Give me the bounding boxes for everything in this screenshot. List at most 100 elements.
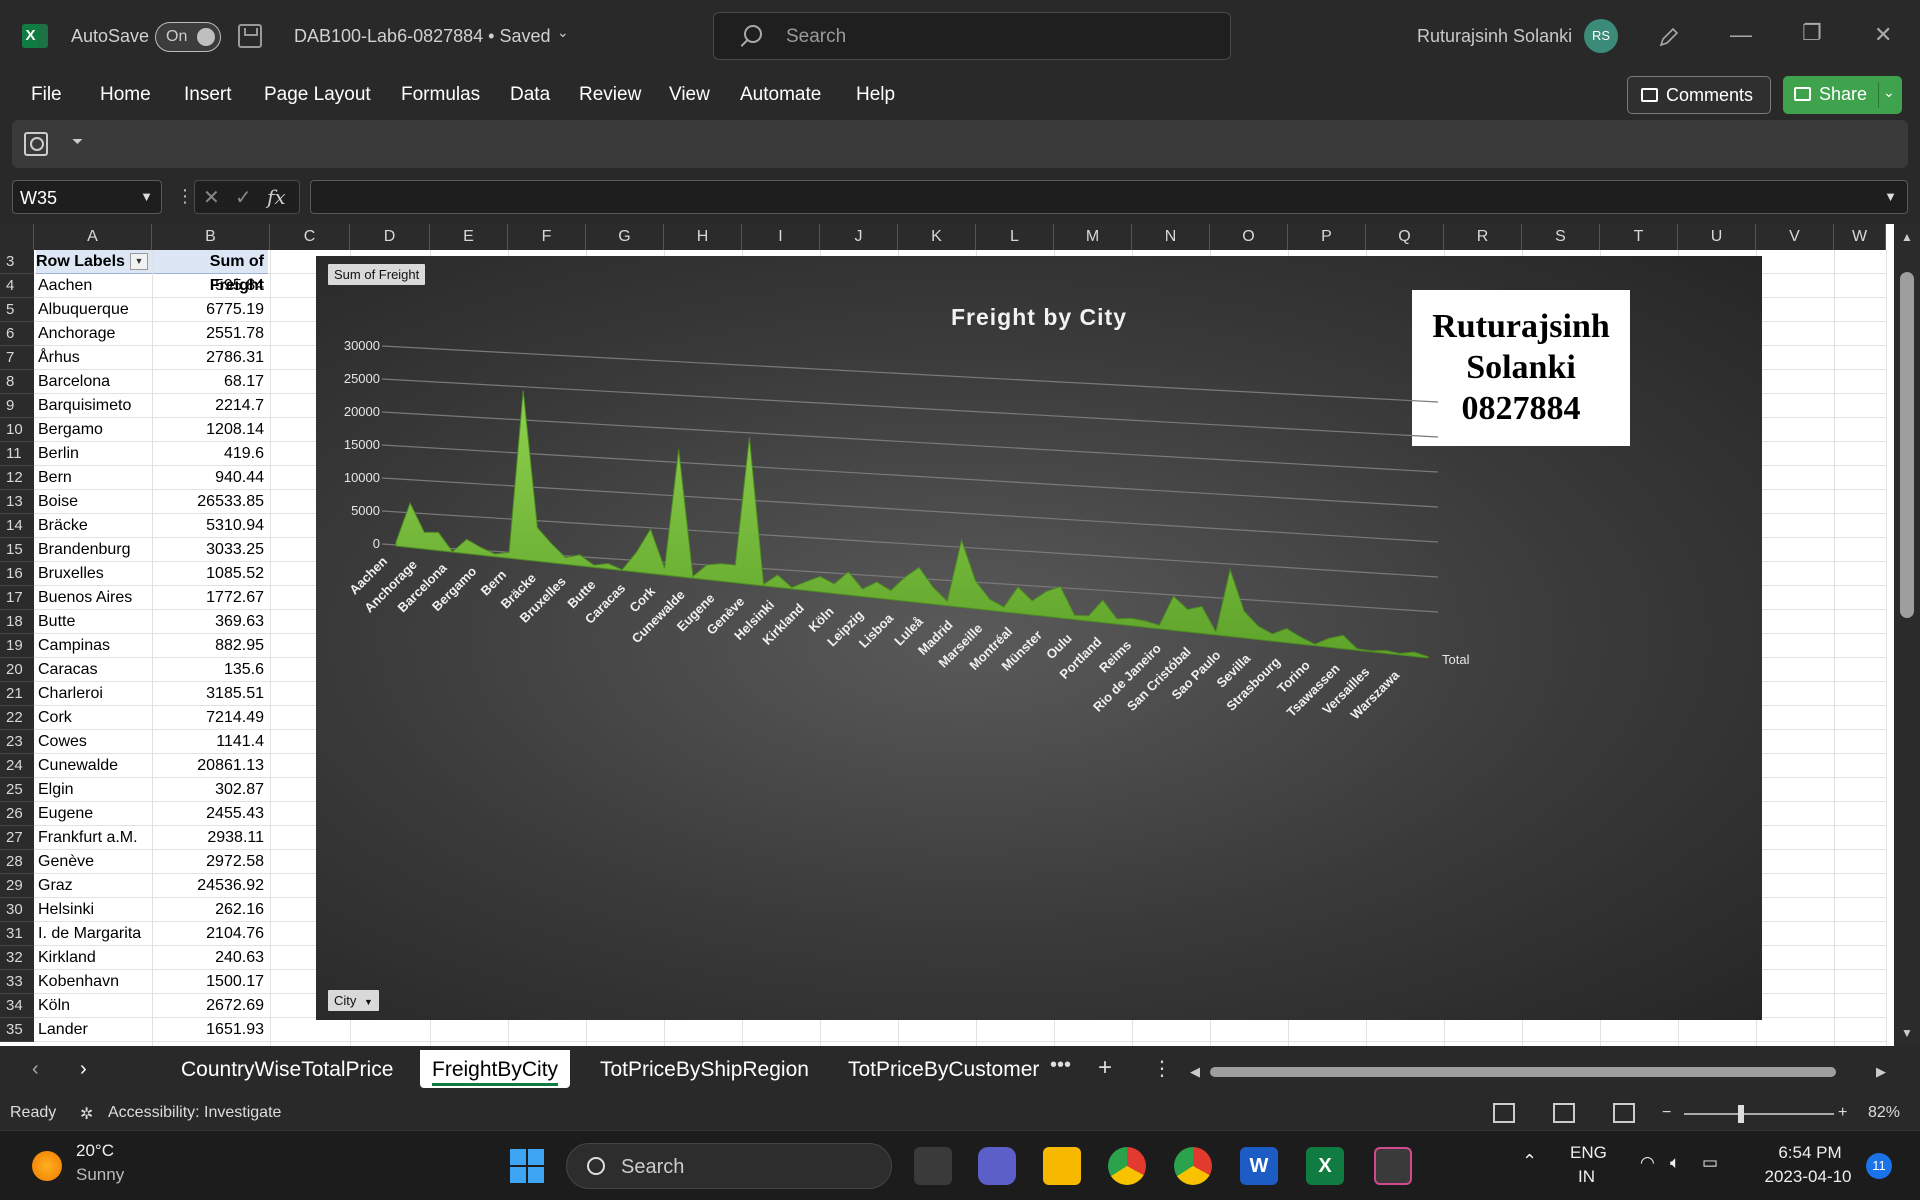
pivot-row-value[interactable]: 20861.13 (197, 757, 264, 774)
language-label[interactable]: ENG (1570, 1143, 1607, 1162)
column-header[interactable]: R (1444, 224, 1522, 250)
pivot-row-value[interactable]: 302.87 (215, 781, 264, 798)
region-label[interactable]: IN (1578, 1167, 1595, 1186)
pivot-row-label[interactable]: Kirkland (38, 949, 96, 966)
pivot-row-value[interactable]: 24536.92 (197, 877, 264, 894)
row-header[interactable]: 10 (0, 418, 34, 442)
pivot-row-value[interactable]: 262.16 (215, 901, 264, 918)
area-series-total[interactable] (395, 390, 1429, 659)
column-header[interactable]: F (508, 224, 586, 250)
pivot-row-value[interactable]: 6775.19 (206, 301, 264, 318)
row-header[interactable]: 31 (0, 922, 34, 946)
pivot-row-label[interactable]: Caracas (38, 661, 98, 678)
column-header[interactable]: A (34, 224, 152, 250)
next-sheet-icon[interactable]: › (80, 1058, 87, 1080)
name-box[interactable]: W35 ▼ (12, 180, 162, 214)
pivot-row-value[interactable]: 2938.11 (207, 829, 264, 846)
pivot-row-label[interactable]: Boise (38, 493, 79, 510)
pivot-row-value[interactable]: 1208.14 (206, 421, 264, 438)
pivot-row-label[interactable]: Bräcke (38, 517, 88, 534)
teams-icon[interactable] (978, 1147, 1016, 1185)
row-header[interactable]: 25 (0, 778, 34, 802)
wifi-icon[interactable]: ◠ (1640, 1153, 1655, 1172)
zoom-level[interactable]: 82% (1868, 1104, 1901, 1121)
pivot-row-value[interactable]: 882.95 (215, 637, 264, 654)
chrome-profile-icon[interactable] (1174, 1147, 1212, 1185)
zoom-slider-thumb[interactable] (1738, 1105, 1744, 1123)
menu-review[interactable]: Review (579, 84, 642, 105)
filter-dropdown-icon[interactable]: ▼ (130, 253, 148, 270)
share-button[interactable]: Share ⌄ (1783, 76, 1902, 114)
column-header[interactable]: N (1132, 224, 1210, 250)
pivot-row-label[interactable]: Köln (38, 997, 71, 1014)
weather-sun-icon[interactable] (32, 1151, 62, 1181)
snipping-tool-icon[interactable] (1374, 1147, 1412, 1185)
column-header[interactable]: Q (1366, 224, 1444, 250)
row-header[interactable]: 29 (0, 874, 34, 898)
pivot-row-label[interactable]: Butte (38, 613, 76, 630)
menu-file[interactable]: File (31, 84, 62, 105)
row-header[interactable]: 26 (0, 802, 34, 826)
column-header[interactable]: C (270, 224, 350, 250)
horizontal-scrollbar[interactable]: ◀ ▶ (1190, 1064, 1890, 1080)
menu-automate[interactable]: Automate (740, 84, 822, 105)
pivot-row-label[interactable]: Bruxelles (38, 565, 104, 582)
pivot-row-label[interactable]: Elgin (38, 781, 74, 798)
customize-toolbar-icon[interactable]: ⏷ (72, 133, 84, 149)
pivot-row-label[interactable]: Campinas (38, 637, 111, 654)
pivot-row-label[interactable]: Anchorage (38, 325, 116, 342)
pivot-row-label[interactable]: Århus (38, 349, 80, 366)
avatar[interactable]: RS (1584, 19, 1618, 53)
column-header[interactable]: V (1756, 224, 1834, 250)
row-header[interactable]: 18 (0, 610, 34, 634)
column-header[interactable]: K (898, 224, 976, 250)
column-header[interactable]: P (1288, 224, 1366, 250)
prev-sheet-icon[interactable]: ‹ (32, 1058, 39, 1080)
pivot-row-label[interactable]: Eugene (38, 805, 94, 822)
pivot-row-label[interactable]: Albuquerque (38, 301, 129, 318)
document-title[interactable]: DAB100-Lab6-0827884 • Saved (294, 26, 551, 46)
clock-date[interactable]: 2023-04-10 (1764, 1167, 1852, 1186)
row-header[interactable]: 30 (0, 898, 34, 922)
volume-icon[interactable]: 🔈︎ (1670, 1153, 1681, 1172)
column-header[interactable]: O (1210, 224, 1288, 250)
more-options-icon[interactable]: ⋮ (176, 186, 194, 206)
pivot-row-value[interactable]: 7214.49 (206, 709, 264, 726)
zoom-in-icon[interactable]: + (1838, 1104, 1848, 1121)
restore-icon[interactable]: ❐ (1802, 20, 1822, 45)
pivot-row-label[interactable]: Barcelona (38, 373, 111, 390)
pivot-row-label[interactable]: Cunewalde (38, 757, 119, 774)
pivot-row-value[interactable]: 1141.4 (216, 733, 264, 750)
page-break-view-icon[interactable] (1613, 1103, 1635, 1123)
search-box[interactable]: Search (713, 12, 1231, 60)
clock-time[interactable]: 6:54 PM (1778, 1143, 1842, 1162)
column-header[interactable]: T (1600, 224, 1678, 250)
column-header[interactable]: D (350, 224, 430, 250)
row-header[interactable]: 20 (0, 658, 34, 682)
menu-data[interactable]: Data (510, 84, 551, 105)
pivot-row-label[interactable]: Graz (38, 877, 73, 894)
row-header[interactable]: 21 (0, 682, 34, 706)
cancel-icon[interactable]: ✕ (203, 187, 220, 209)
column-header[interactable]: J (820, 224, 898, 250)
pivot-row-value[interactable]: 2551.78 (206, 325, 264, 342)
minimize-icon[interactable]: — (1730, 22, 1752, 47)
chevron-down-icon[interactable]: ⌄ (1883, 84, 1895, 100)
scroll-thumb[interactable] (1900, 272, 1914, 618)
pivot-row-value[interactable]: 5310.94 (206, 517, 264, 534)
function-icon[interactable]: fx (267, 185, 286, 209)
chevron-down-icon[interactable]: ⌄ (557, 24, 569, 40)
pivot-row-value[interactable]: 2455.43 (206, 805, 264, 822)
close-icon[interactable]: ✕ (1874, 22, 1893, 47)
row-header[interactable]: 3 (0, 250, 34, 274)
menu-insert[interactable]: Insert (184, 84, 232, 105)
row-header[interactable]: 33 (0, 970, 34, 994)
menu-view[interactable]: View (669, 84, 710, 105)
comments-button[interactable]: Comments (1627, 76, 1771, 114)
column-header[interactable]: U (1678, 224, 1756, 250)
scroll-up-icon[interactable]: ▲ (1901, 230, 1913, 244)
pivot-row-label[interactable]: Frankfurt a.M. (38, 829, 138, 846)
pivot-row-value[interactable]: 135.6 (223, 661, 264, 678)
row-header[interactable]: 28 (0, 850, 34, 874)
row-header[interactable]: 7 (0, 346, 34, 370)
